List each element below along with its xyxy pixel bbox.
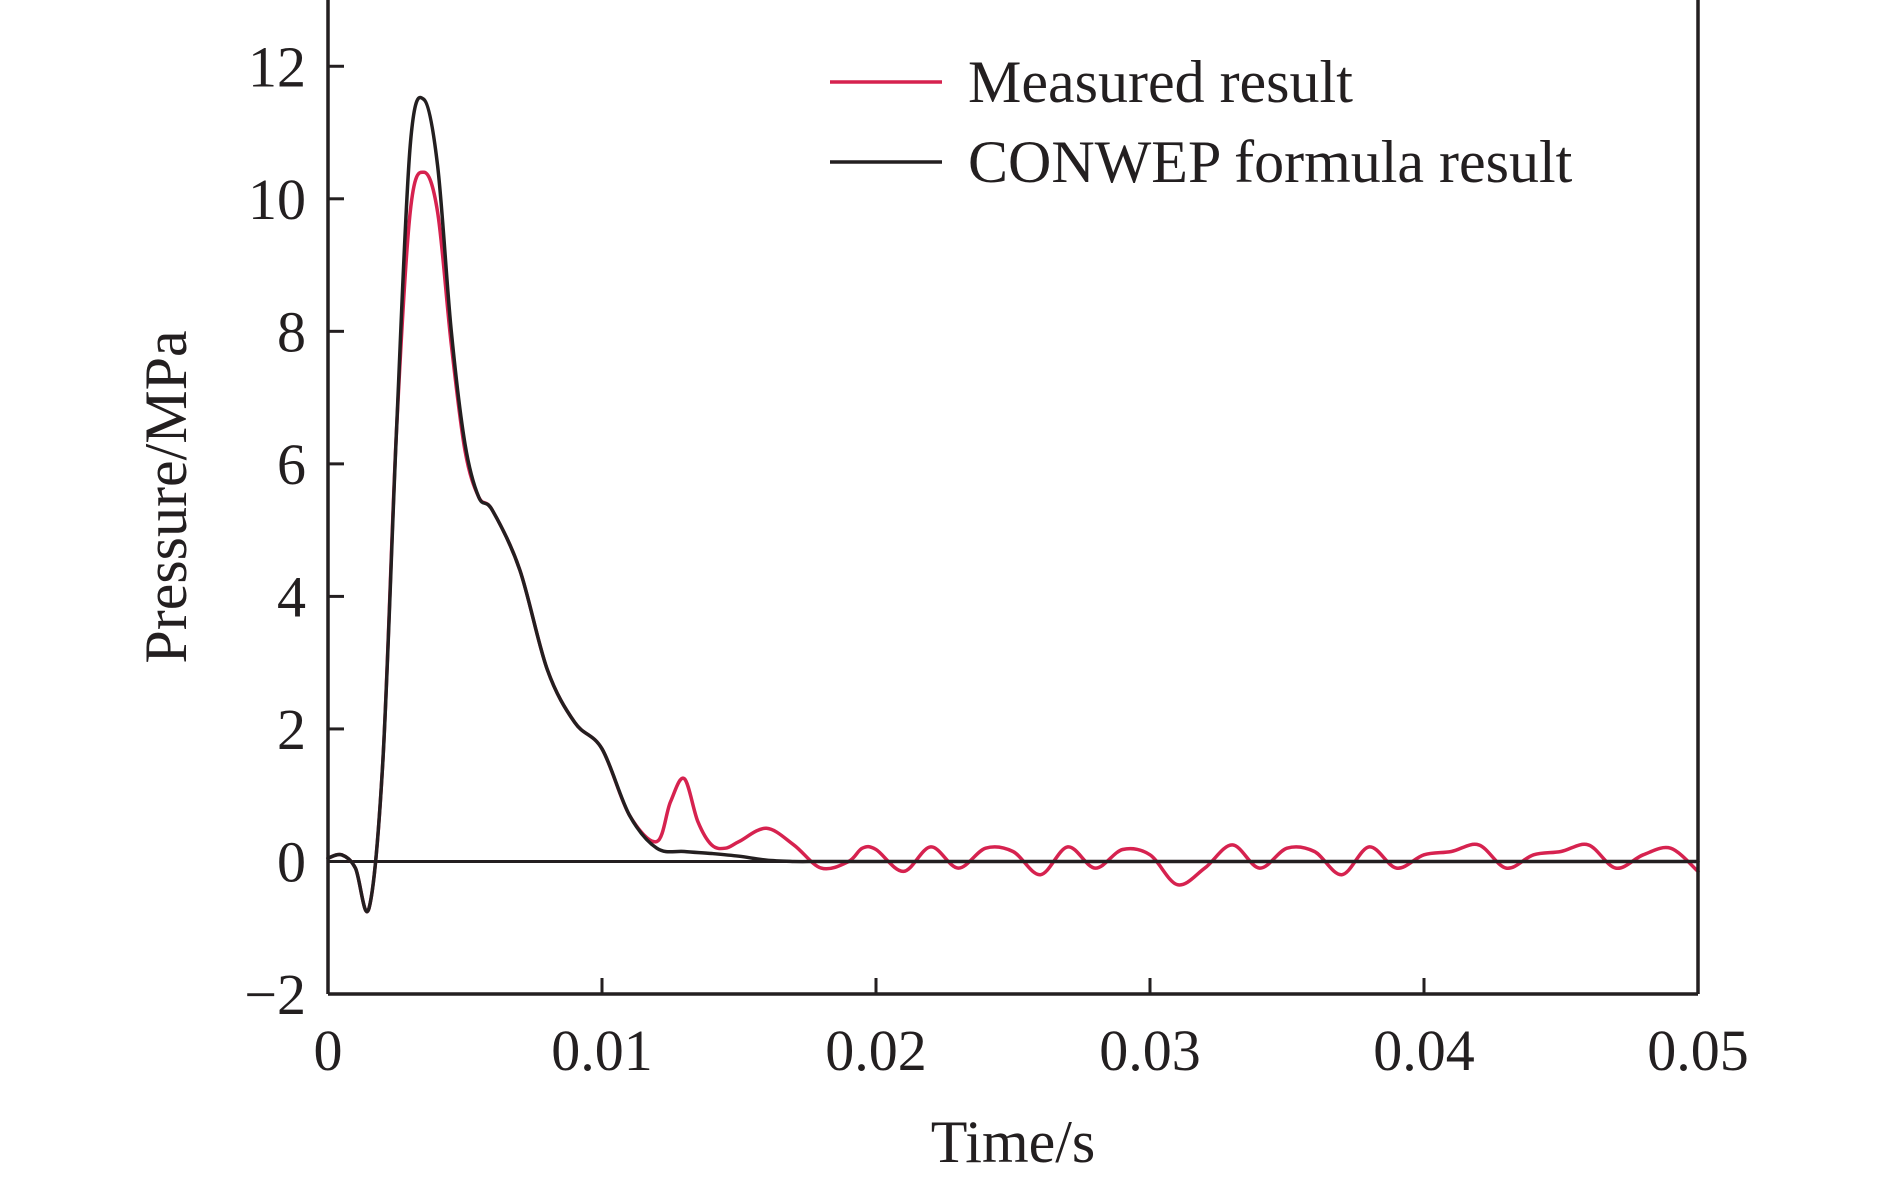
series-line-conwep [326,95,1700,914]
y-tick-label: 12 [248,34,306,99]
series-group [326,95,1700,914]
series-line-measured [326,170,1700,914]
legend: Measured result CONWEP formula result [830,49,1573,195]
legend-label-conwep: CONWEP formula result [968,129,1573,195]
x-tick-label: 0.02 [825,1018,927,1083]
axes-group [326,0,1700,996]
y-tick-label: 4 [277,564,306,629]
y-tick-label: 10 [248,167,306,232]
x-tick-label: 0.01 [551,1018,653,1083]
legend-label-measured: Measured result [968,49,1353,115]
x-tick-label: 0.03 [1099,1018,1201,1083]
y-tick-label: 0 [277,829,306,894]
y-tick-label: −2 [244,962,306,1027]
y-axis-title: Pressure/MPa [133,330,199,663]
x-tick-label: 0.04 [1373,1018,1475,1083]
x-tick-label: 0 [314,1018,343,1083]
x-tick-label: 0.05 [1647,1018,1749,1083]
y-tick-label: 2 [277,697,306,762]
x-axis-title: Time/s [931,1109,1096,1175]
y-tick-label: 8 [277,299,306,364]
y-tick-label: 6 [277,432,306,497]
